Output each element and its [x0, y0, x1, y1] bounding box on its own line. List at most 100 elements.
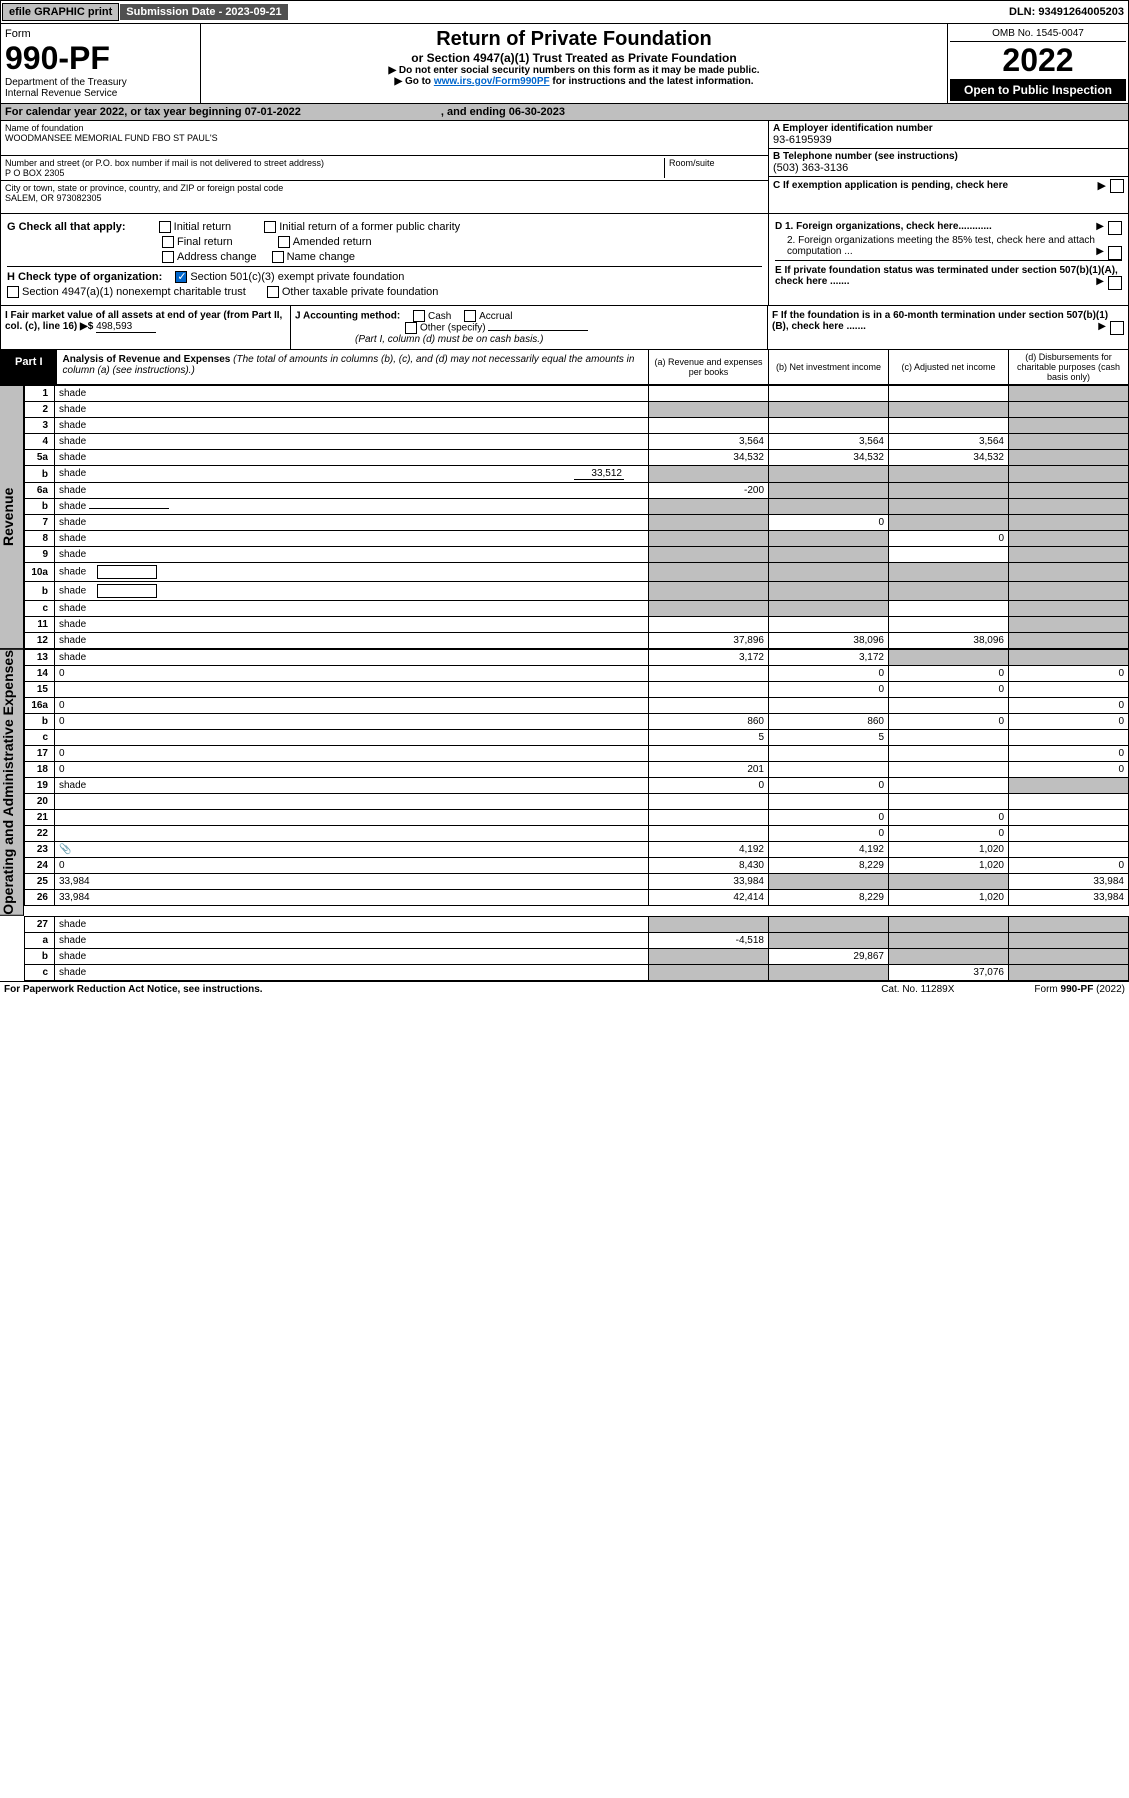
- accrual-checkbox[interactable]: [464, 310, 476, 322]
- foundation-info: Name of foundation WOODMANSEE MEMORIAL F…: [0, 121, 1129, 214]
- table-row: 11shade: [25, 617, 1129, 633]
- 501c3-checkbox[interactable]: [175, 271, 187, 283]
- h-label: H Check type of organization:: [7, 271, 162, 283]
- j-note: (Part I, column (d) must be on cash basi…: [355, 334, 763, 345]
- j-label: J Accounting method:: [295, 311, 400, 322]
- initial-former-checkbox[interactable]: [264, 221, 276, 233]
- table-row: 10ashade: [25, 563, 1129, 582]
- revenue-table: 1shade2shade3shade4shade3,5643,5643,5645…: [24, 385, 1129, 649]
- efile-print-button[interactable]: efile GRAPHIC print: [2, 3, 119, 21]
- table-row: 140000: [25, 666, 1129, 682]
- final-return-checkbox[interactable]: [162, 236, 174, 248]
- checks-section: G Check all that apply: Initial return I…: [0, 214, 1129, 306]
- d1-checkbox[interactable]: [1108, 221, 1122, 235]
- form-subtitle: or Section 4947(a)(1) Trust Treated as P…: [205, 51, 943, 65]
- table-row: 1802010: [25, 762, 1129, 778]
- col-a-header: (a) Revenue and expenses per books: [648, 350, 768, 384]
- instruction-1: ▶ Do not enter social security numbers o…: [205, 65, 943, 76]
- table-row: 12shade37,89638,09638,096: [25, 633, 1129, 649]
- table-row: 16a00: [25, 698, 1129, 714]
- table-row: 19shade00: [25, 778, 1129, 794]
- c-checkbox[interactable]: [1110, 179, 1124, 193]
- e-label: E If private foundation status was termi…: [775, 265, 1118, 287]
- col-c-header: (c) Adjusted net income: [888, 350, 1008, 384]
- table-row: 23📎4,1924,1921,020: [25, 842, 1129, 858]
- table-row: 2633,98442,4148,2291,02033,984: [25, 890, 1129, 906]
- table-row: 5ashade34,53234,53234,532: [25, 450, 1129, 466]
- instruction-2: ▶ Go to www.irs.gov/Form990PF for instru…: [205, 76, 943, 87]
- cash-checkbox[interactable]: [413, 310, 425, 322]
- footer-form: Form 990-PF (2022): [1034, 984, 1125, 995]
- footer-cat: Cat. No. 11289X: [881, 984, 954, 995]
- d2-checkbox[interactable]: [1108, 246, 1122, 260]
- 4947-checkbox[interactable]: [7, 286, 19, 298]
- table-row: ashade-4,518: [25, 933, 1129, 949]
- tel-label: B Telephone number (see instructions): [773, 151, 1124, 162]
- other-method-checkbox[interactable]: [405, 322, 417, 334]
- omb-number: OMB No. 1545-0047: [950, 26, 1126, 42]
- form-header: Form 990-PF Department of the Treasury I…: [0, 24, 1129, 104]
- c-label: C If exemption application is pending, c…: [773, 180, 1008, 191]
- irs-link[interactable]: www.irs.gov/Form990PF: [434, 76, 550, 87]
- table-row: 8shade0: [25, 531, 1129, 547]
- tel-value: (503) 363-3136: [773, 162, 1124, 174]
- room-label: Room/suite: [669, 158, 764, 168]
- table-row: b086086000: [25, 714, 1129, 730]
- table-row: 27shade: [25, 917, 1129, 933]
- table-row: 1shade: [25, 386, 1129, 402]
- table-row: 2200: [25, 826, 1129, 842]
- table-row: 2533,98433,98433,984: [25, 874, 1129, 890]
- table-row: 7shade0: [25, 515, 1129, 531]
- form-number: 990-PF: [5, 40, 196, 77]
- table-row: cshade37,076: [25, 965, 1129, 981]
- initial-return-checkbox[interactable]: [159, 221, 171, 233]
- table-row: 20: [25, 794, 1129, 810]
- form-label: Form: [5, 28, 196, 40]
- address-change-checkbox[interactable]: [162, 251, 174, 263]
- other-taxable-checkbox[interactable]: [267, 286, 279, 298]
- ein-label: A Employer identification number: [773, 123, 1124, 134]
- i-value: 498,593: [96, 321, 156, 333]
- table-row: 9shade: [25, 547, 1129, 563]
- expenses-section: Operating and Administrative Expenses 13…: [0, 649, 1129, 916]
- e-checkbox[interactable]: [1108, 276, 1122, 290]
- final-section: 27shadeashade-4,518bshade29,867cshade37,…: [24, 916, 1129, 981]
- table-row: 6ashade-200: [25, 483, 1129, 499]
- table-row: 2shade: [25, 402, 1129, 418]
- revenue-section: Revenue 1shade2shade3shade4shade3,5643,5…: [0, 385, 1129, 649]
- table-row: 1700: [25, 746, 1129, 762]
- i-j-f-row: I Fair market value of all assets at end…: [0, 306, 1129, 350]
- d1-label: D 1. Foreign organizations, check here..…: [775, 221, 992, 232]
- name-change-checkbox[interactable]: [272, 251, 284, 263]
- addr-label: Number and street (or P.O. box number if…: [5, 158, 664, 168]
- d2-label: 2. Foreign organizations meeting the 85%…: [787, 235, 1095, 257]
- f-checkbox[interactable]: [1110, 321, 1124, 335]
- expenses-side-label: Operating and Administrative Expenses: [0, 649, 24, 916]
- col-b-header: (b) Net investment income: [768, 350, 888, 384]
- part-1-header: Part I Analysis of Revenue and Expenses …: [0, 350, 1129, 385]
- dln: DLN: 93491264005203: [1009, 6, 1128, 18]
- table-row: cshade: [25, 601, 1129, 617]
- top-bar: efile GRAPHIC print Submission Date - 20…: [0, 0, 1129, 24]
- table-row: 4shade3,5643,5643,564: [25, 434, 1129, 450]
- table-row: bshade 33,512: [25, 466, 1129, 483]
- f-label: F If the foundation is in a 60-month ter…: [772, 310, 1108, 332]
- foundation-name: WOODMANSEE MEMORIAL FUND FBO ST PAUL'S: [5, 133, 764, 143]
- page-footer: For Paperwork Reduction Act Notice, see …: [0, 981, 1129, 997]
- submission-date: Submission Date - 2023-09-21: [120, 4, 287, 20]
- table-row: 1500: [25, 682, 1129, 698]
- table-row: bshade29,867: [25, 949, 1129, 965]
- city-label: City or town, state or province, country…: [5, 183, 764, 193]
- name-label: Name of foundation: [5, 123, 764, 133]
- open-public-badge: Open to Public Inspection: [950, 79, 1126, 101]
- amended-return-checkbox[interactable]: [278, 236, 290, 248]
- tax-year: 2022: [950, 42, 1126, 79]
- dept-line-2: Internal Revenue Service: [5, 88, 196, 99]
- part-1-tab: Part I: [1, 350, 57, 384]
- table-row: bshade: [25, 499, 1129, 515]
- foundation-address: P O BOX 2305: [5, 168, 664, 178]
- table-row: 2408,4308,2291,0200: [25, 858, 1129, 874]
- g-label: G Check all that apply:: [7, 221, 126, 233]
- ein-value: 93-6195939: [773, 134, 1124, 146]
- table-row: 13shade3,1723,172: [25, 650, 1129, 666]
